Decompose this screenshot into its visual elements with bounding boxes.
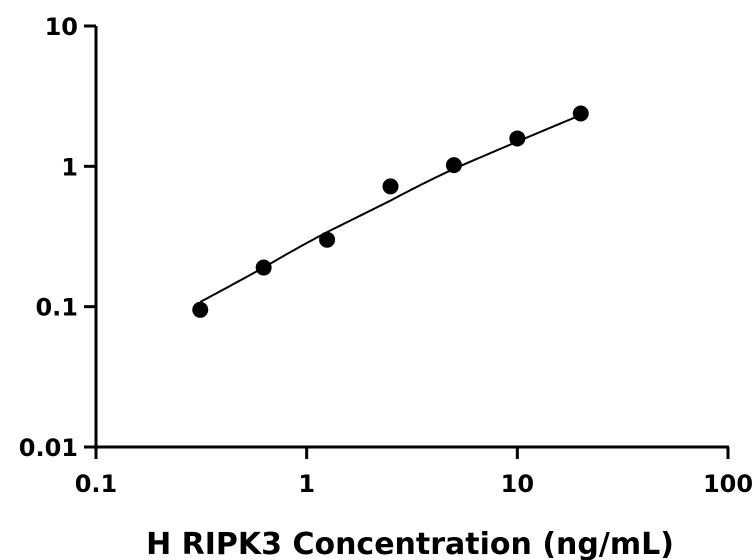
axes: [94, 26, 729, 449]
x-tick-label: 1: [298, 470, 315, 498]
y-tick-label: 0.01: [19, 434, 78, 462]
y-tick-label: 0.1: [35, 294, 78, 322]
data-point: [572, 105, 589, 122]
ticks: 0.1 1 10 100 0.01 0.1 1 10: [19, 13, 753, 498]
x-tick-label: 10: [501, 470, 534, 498]
data-point: [509, 130, 526, 147]
y-tick-label: 1: [61, 153, 78, 181]
data-point: [382, 178, 399, 195]
data-point: [445, 157, 462, 174]
x-axis-title: H RIPK3 Concentration (ng/mL): [146, 527, 674, 560]
data-point: [319, 231, 336, 248]
data-point: [255, 259, 272, 276]
data-point: [192, 301, 209, 318]
data-points-group: [192, 105, 589, 318]
x-tick-label: 0.1: [75, 470, 118, 498]
y-tick-label: 10: [45, 13, 78, 41]
x-tick-label: 100: [703, 470, 753, 498]
